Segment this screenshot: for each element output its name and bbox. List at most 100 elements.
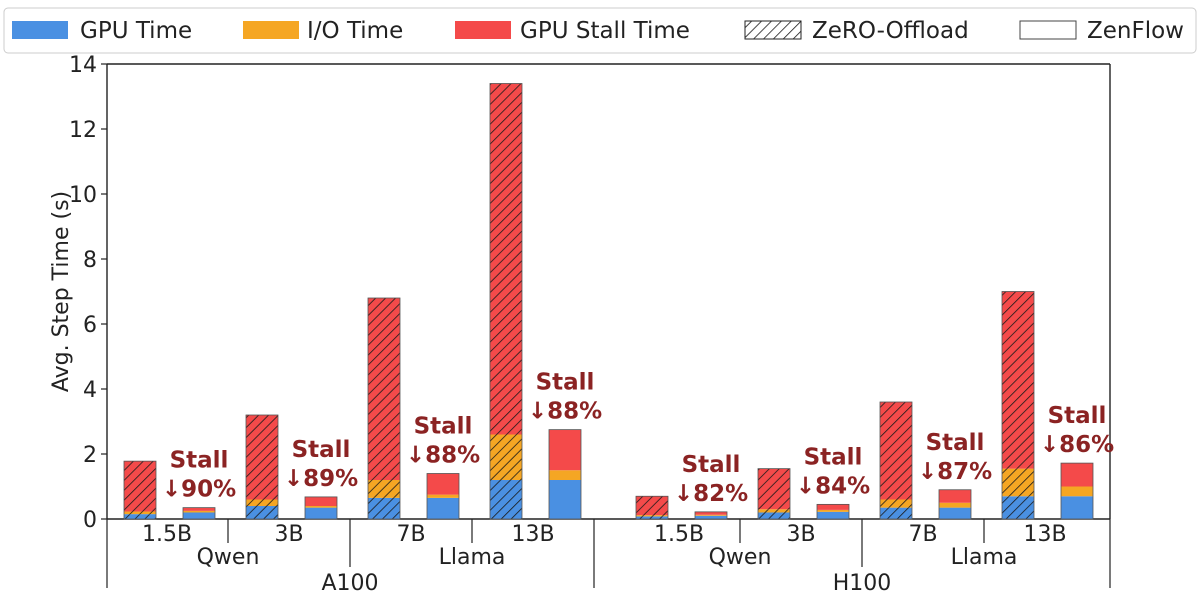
bar-zen-gpu-A100-Qwen-3B [305, 507, 337, 519]
bar-outline-zero-A100-Llama-7B [367, 297, 401, 520]
bars [123, 83, 1094, 520]
annotation-stall-label: Stall [414, 414, 473, 440]
annotations: Stall ↓90% Stall ↓89% Stall ↓88% Stall ↓88% Stal… [162, 370, 1114, 507]
bar-outline-zen-H100-Qwen-3B [816, 503, 850, 520]
bar-zen-stall-H100-Llama-7B [939, 489, 971, 503]
annotation-stall-reduction: ↓90% [162, 477, 236, 503]
x-tick-label-size: 1.5B [654, 522, 704, 547]
bar-zen-io-H100-Llama-13B [1061, 486, 1093, 497]
bar-zen-gpu-A100-Llama-13B [549, 480, 581, 519]
y-axis-label: Avg. Step Time (s) [49, 191, 74, 392]
x-tick-label-size: 7B [396, 522, 425, 547]
bar-outline-zen-A100-Llama-13B [548, 429, 582, 520]
legend-swatch-io [243, 21, 299, 39]
bar-outline-zen-H100-Qwen-1.5B [694, 511, 728, 520]
bar-outline-zero-H100-Qwen-3B [757, 468, 791, 520]
bar-zen-io-A100-Qwen-3B [305, 506, 337, 508]
x-axis: 1.5B 3B 7B 13B 1.5B 3B 7B 13B Qwen Llama Qwen Llama… [106, 519, 1111, 596]
bar-outline-zero-H100-Llama-13B [1001, 291, 1035, 520]
legend: GPU Time I/O Time GPU Stall Time ZeRO-Offlo… [3, 7, 1197, 54]
bar-hatch-io-A100-Llama-13B [490, 434, 522, 480]
bar-hatch-io-H100-Qwen-3B [758, 509, 790, 513]
bar-hatch-io-A100-Qwen-1.5B [124, 511, 156, 515]
bar-zen-stall-A100-Qwen-3B [305, 496, 337, 506]
annotation-stall-reduction: ↓82% [674, 481, 748, 507]
annotation-stall-label: Stall [292, 437, 351, 463]
bar-hatch-io-H100-Llama-7B [880, 499, 912, 508]
x-label-model: Llama [439, 545, 506, 570]
annotation-stall-label: Stall [170, 448, 229, 474]
bar-hatch-stall-A100-Qwen-1.5B [124, 461, 156, 512]
bar-zen-gpu-H100-Llama-7B [939, 507, 971, 519]
annotation-stall-label: Stall [1048, 403, 1107, 429]
bar-outline-zero-A100-Qwen-3B [245, 414, 279, 520]
bar-hatch-stall-A100-Qwen-3B [246, 415, 278, 500]
x-tick-label-size: 3B [274, 522, 303, 547]
legend-label-zen: ZenFlow [1087, 18, 1184, 44]
bar-zen-stall-A100-Llama-13B [549, 429, 581, 471]
bar-hatch-gpu-A100-Llama-7B [368, 497, 400, 519]
bar-hatch-io-A100-Llama-7B [368, 480, 400, 498]
axes: 0 2 4 6 8 10 12 14 Avg. Step Time (s) [49, 53, 1111, 533]
annotation-stall-label: Stall [804, 444, 863, 470]
bar-outline-zen-A100-Qwen-1.5B [182, 507, 216, 520]
y-tick-label: 6 [83, 313, 97, 338]
bar-hatch-gpu-A100-Qwen-1.5B [124, 514, 156, 519]
bar-hatch-stall-A100-Llama-13B [490, 83, 522, 435]
bar-zen-io-A100-Llama-13B [549, 470, 581, 480]
legend-label-zero: ZeRO-Offload [812, 18, 969, 44]
x-label-model: Qwen [197, 545, 260, 570]
legend-swatch-zen [1019, 20, 1077, 40]
bar-zen-io-A100-Llama-7B [427, 494, 459, 498]
legend-label-gpu: GPU Time [80, 18, 192, 44]
legend-swatch-stall [455, 21, 511, 39]
bar-hatch-gpu-A100-Qwen-3B [246, 506, 278, 519]
bar-hatch-stall-H100-Llama-7B [880, 402, 912, 500]
annotation-stall-label: Stall [536, 370, 595, 396]
bar-hatch-io-A100-Qwen-3B [246, 499, 278, 506]
annotation-stall-reduction: ↓86% [1040, 432, 1114, 458]
bar-zen-gpu-H100-Qwen-1.5B [695, 515, 727, 519]
bar-zen-io-H100-Llama-7B [939, 502, 971, 508]
legend-swatch-hatch-zero [744, 20, 802, 40]
annotation-stall-reduction: ↓87% [918, 459, 992, 485]
annotation-stall-reduction: ↓88% [406, 443, 480, 469]
bar-outline-zero-H100-Llama-7B [879, 401, 913, 520]
legend-frame [3, 7, 1197, 54]
annotation-stall-label: Stall [682, 452, 741, 478]
x-tick-label-size: 1.5B [142, 522, 192, 547]
y-tick-label: 0 [83, 508, 97, 533]
bar-zen-stall-A100-Llama-7B [427, 473, 459, 495]
bar-outline-zen-A100-Qwen-3B [304, 496, 338, 520]
x-tick-label-size: 13B [511, 522, 554, 547]
bar-hatch-stall-A100-Llama-7B [368, 298, 400, 480]
x-tick-label-size: 13B [1023, 522, 1066, 547]
y-tick-label: 14 [69, 53, 97, 78]
x-tick-label-size: 3B [786, 522, 815, 547]
bar-hatch-stall-H100-Llama-13B [1002, 291, 1034, 469]
annotation-stall-label: Stall [926, 430, 985, 456]
bar-zen-stall-H100-Llama-13B [1061, 463, 1093, 487]
x-label-gpu: A100 [321, 571, 378, 596]
bar-outline-zen-H100-Llama-13B [1060, 462, 1094, 520]
annotation-stall-reduction: ↓88% [528, 399, 602, 425]
bar-hatch-gpu-A100-Llama-13B [490, 480, 522, 519]
bar-zen-io-H100-Qwen-1.5B [695, 514, 727, 516]
x-label-gpu: H100 [833, 571, 892, 596]
bar-hatch-stall-H100-Qwen-3B [758, 468, 790, 510]
bar-hatch-gpu-H100-Qwen-1.5B [636, 516, 668, 519]
bar-zen-io-H100-Qwen-3B [817, 509, 849, 512]
x-tick-label-size: 7B [908, 522, 937, 547]
x-label-model: Qwen [709, 545, 772, 570]
bar-zen-stall-H100-Qwen-3B [817, 504, 849, 510]
bar-outline-zero-A100-Llama-13B [489, 83, 523, 520]
bar-outline-zero-A100-Qwen-1.5B [123, 460, 157, 520]
x-label-model: Llama [951, 545, 1018, 570]
bar-outline-zen-A100-Llama-7B [426, 473, 460, 520]
bar-outline-zen-H100-Llama-7B [938, 489, 972, 520]
bar-hatch-io-H100-Llama-13B [1002, 468, 1034, 497]
bar-hatch-gpu-H100-Llama-7B [880, 507, 912, 519]
bar-zen-gpu-H100-Qwen-3B [817, 511, 849, 519]
legend-label-io: I/O Time [307, 18, 403, 44]
